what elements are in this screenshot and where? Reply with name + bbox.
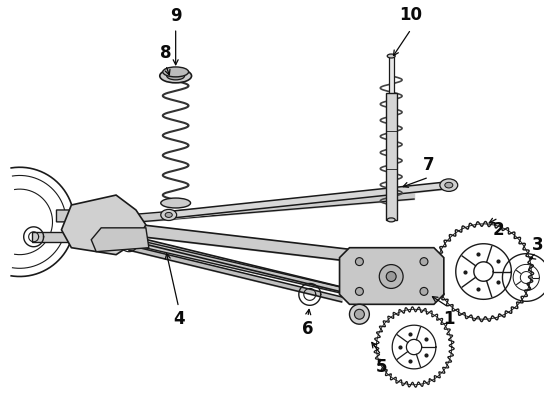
Text: 7: 7 — [423, 156, 435, 174]
Text: 9: 9 — [170, 7, 181, 25]
Polygon shape — [340, 248, 444, 304]
Circle shape — [355, 258, 364, 265]
Text: 2: 2 — [492, 221, 505, 239]
Polygon shape — [56, 210, 101, 222]
Ellipse shape — [445, 182, 453, 188]
Polygon shape — [91, 228, 149, 252]
Ellipse shape — [160, 69, 192, 83]
Circle shape — [354, 309, 364, 319]
Circle shape — [355, 288, 364, 295]
Bar — [389, 56, 394, 118]
Ellipse shape — [163, 67, 188, 77]
Ellipse shape — [161, 198, 191, 208]
Circle shape — [420, 258, 428, 265]
Text: 10: 10 — [400, 6, 423, 24]
Circle shape — [386, 272, 396, 281]
Ellipse shape — [161, 209, 177, 220]
Ellipse shape — [165, 212, 173, 218]
Ellipse shape — [167, 72, 185, 80]
Ellipse shape — [387, 218, 395, 222]
Ellipse shape — [387, 54, 395, 58]
Text: 3: 3 — [532, 236, 544, 254]
Text: 8: 8 — [160, 44, 171, 62]
Bar — [385, 93, 396, 220]
Text: 1: 1 — [443, 310, 455, 328]
Polygon shape — [32, 232, 91, 242]
Text: 6: 6 — [302, 320, 313, 338]
Ellipse shape — [440, 179, 458, 191]
Circle shape — [420, 288, 428, 295]
Polygon shape — [62, 195, 146, 255]
Text: 4: 4 — [173, 310, 185, 328]
Circle shape — [379, 265, 403, 288]
Text: 5: 5 — [376, 358, 387, 376]
Circle shape — [349, 304, 369, 324]
